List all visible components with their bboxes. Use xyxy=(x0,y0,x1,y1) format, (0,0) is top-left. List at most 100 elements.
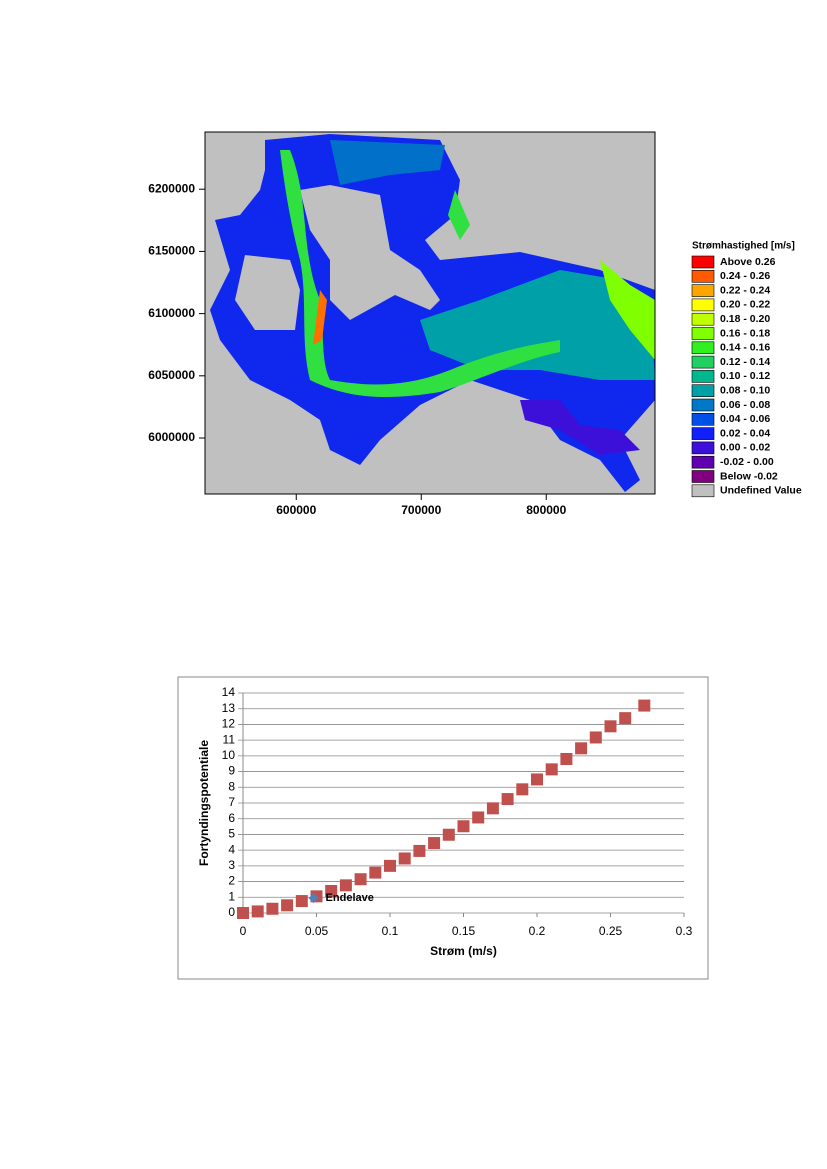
point xyxy=(501,793,514,806)
point xyxy=(531,773,543,786)
point xyxy=(251,905,264,918)
legend-label: 0.18 - 0.20 xyxy=(720,313,770,325)
chart-frame xyxy=(177,676,709,980)
point xyxy=(295,895,308,908)
current-streak xyxy=(600,260,655,360)
point xyxy=(604,720,617,733)
legend-swatch xyxy=(691,269,715,283)
legend-label: Below -0.02 xyxy=(720,470,778,482)
legend-swatch xyxy=(691,327,715,340)
legend-title: Strømhastighed [m/s] xyxy=(692,241,795,252)
legend-swatch xyxy=(691,298,715,312)
y-tick-label: 6 xyxy=(228,811,235,825)
legend-label: 0.12 - 0.14 xyxy=(720,356,770,368)
point xyxy=(308,893,319,904)
water-area xyxy=(330,140,445,185)
point xyxy=(516,783,529,796)
y-tick-label: 6100000 xyxy=(148,306,195,320)
x-tick-label: 0 xyxy=(240,924,247,938)
point xyxy=(638,699,651,712)
map xyxy=(204,131,656,495)
point xyxy=(266,902,279,915)
y-tick-label: 12 xyxy=(222,717,236,731)
point xyxy=(457,820,470,833)
current-streak xyxy=(313,290,327,345)
point xyxy=(369,866,382,879)
legend-swatch xyxy=(691,370,715,383)
x-axis-title: Strøm (m/s) xyxy=(430,944,497,958)
point xyxy=(545,763,558,776)
legend-label: 0.00 - 0.02 xyxy=(720,442,770,454)
legend-label: 0.06 - 0.08 xyxy=(720,399,770,411)
point xyxy=(398,852,411,865)
point xyxy=(486,802,499,815)
y-tick-label: 9 xyxy=(228,764,235,778)
x-tick-label: 0.1 xyxy=(382,924,399,938)
legend-label: Above 0.26 xyxy=(720,256,776,268)
point xyxy=(339,879,352,892)
point xyxy=(472,811,485,824)
legend-label: 0.10 - 0.12 xyxy=(720,370,770,382)
legend-label: 0.02 - 0.04 xyxy=(720,427,770,439)
x-tick-label: 0.3 xyxy=(676,924,693,938)
legend-label: 0.16 - 0.18 xyxy=(720,327,770,339)
x-tick-label: 700000 xyxy=(401,503,441,517)
legend-swatch xyxy=(691,398,715,412)
y-tick-label: 7 xyxy=(228,795,235,809)
x-tick-label: 800000 xyxy=(526,503,566,517)
legend-swatch xyxy=(691,341,715,355)
point xyxy=(325,885,338,897)
legend-swatch xyxy=(691,470,715,483)
legend-swatch xyxy=(691,427,715,440)
y-tick-label: 14 xyxy=(222,685,236,699)
legend-swatch xyxy=(691,484,715,498)
water-area xyxy=(420,270,655,380)
water-area xyxy=(520,400,640,455)
y-tick-label: 11 xyxy=(223,732,236,746)
x-tick-label: 0.05 xyxy=(305,924,329,938)
current-streak xyxy=(448,190,470,240)
y-tick-label: 3 xyxy=(228,858,235,872)
point xyxy=(589,731,602,744)
y-tick-label: 0 xyxy=(228,905,235,919)
legend-label: 0.24 - 0.26 xyxy=(720,270,770,282)
legend-swatch xyxy=(691,284,715,297)
legend-swatch xyxy=(691,312,715,326)
x-tick-label: 0.2 xyxy=(529,924,546,938)
x-tick-label: 0.25 xyxy=(599,924,623,938)
y-tick-label: 2 xyxy=(228,874,235,888)
point xyxy=(575,742,588,755)
x-tick-label: 600000 xyxy=(276,503,316,517)
legend-label: 0.22 - 0.24 xyxy=(720,284,770,296)
point xyxy=(428,837,441,850)
point xyxy=(413,844,426,857)
legend-swatch xyxy=(691,255,715,269)
legend-label: 0.04 - 0.06 xyxy=(720,413,770,425)
y-tick-label: 6150000 xyxy=(148,244,195,258)
y-axis-title: Fortyndingspotentiale xyxy=(197,740,211,866)
point xyxy=(237,907,249,919)
y-tick-label: 4 xyxy=(228,842,235,856)
y-tick-label: 10 xyxy=(222,748,236,762)
point-label: Endelave xyxy=(326,892,374,904)
legend-swatch xyxy=(691,441,715,455)
legend-swatch xyxy=(691,455,715,469)
y-tick-label: 1 xyxy=(228,889,235,903)
legend-label: Undefined Value xyxy=(720,485,802,497)
y-tick-label: 5 xyxy=(228,827,235,841)
point xyxy=(442,828,455,841)
y-tick-label: 8 xyxy=(228,779,235,793)
point xyxy=(354,873,367,886)
legend-label: 0.20 - 0.22 xyxy=(720,299,770,311)
point xyxy=(281,899,294,912)
y-tick-label: 6000000 xyxy=(148,430,195,444)
point xyxy=(560,753,573,765)
point xyxy=(619,712,632,725)
legend-label: 0.08 - 0.10 xyxy=(720,384,770,396)
map-frame xyxy=(204,131,656,495)
y-tick-label: 6200000 xyxy=(148,181,195,195)
legend-swatch xyxy=(691,412,715,426)
x-tick-label: 0.15 xyxy=(452,924,476,938)
